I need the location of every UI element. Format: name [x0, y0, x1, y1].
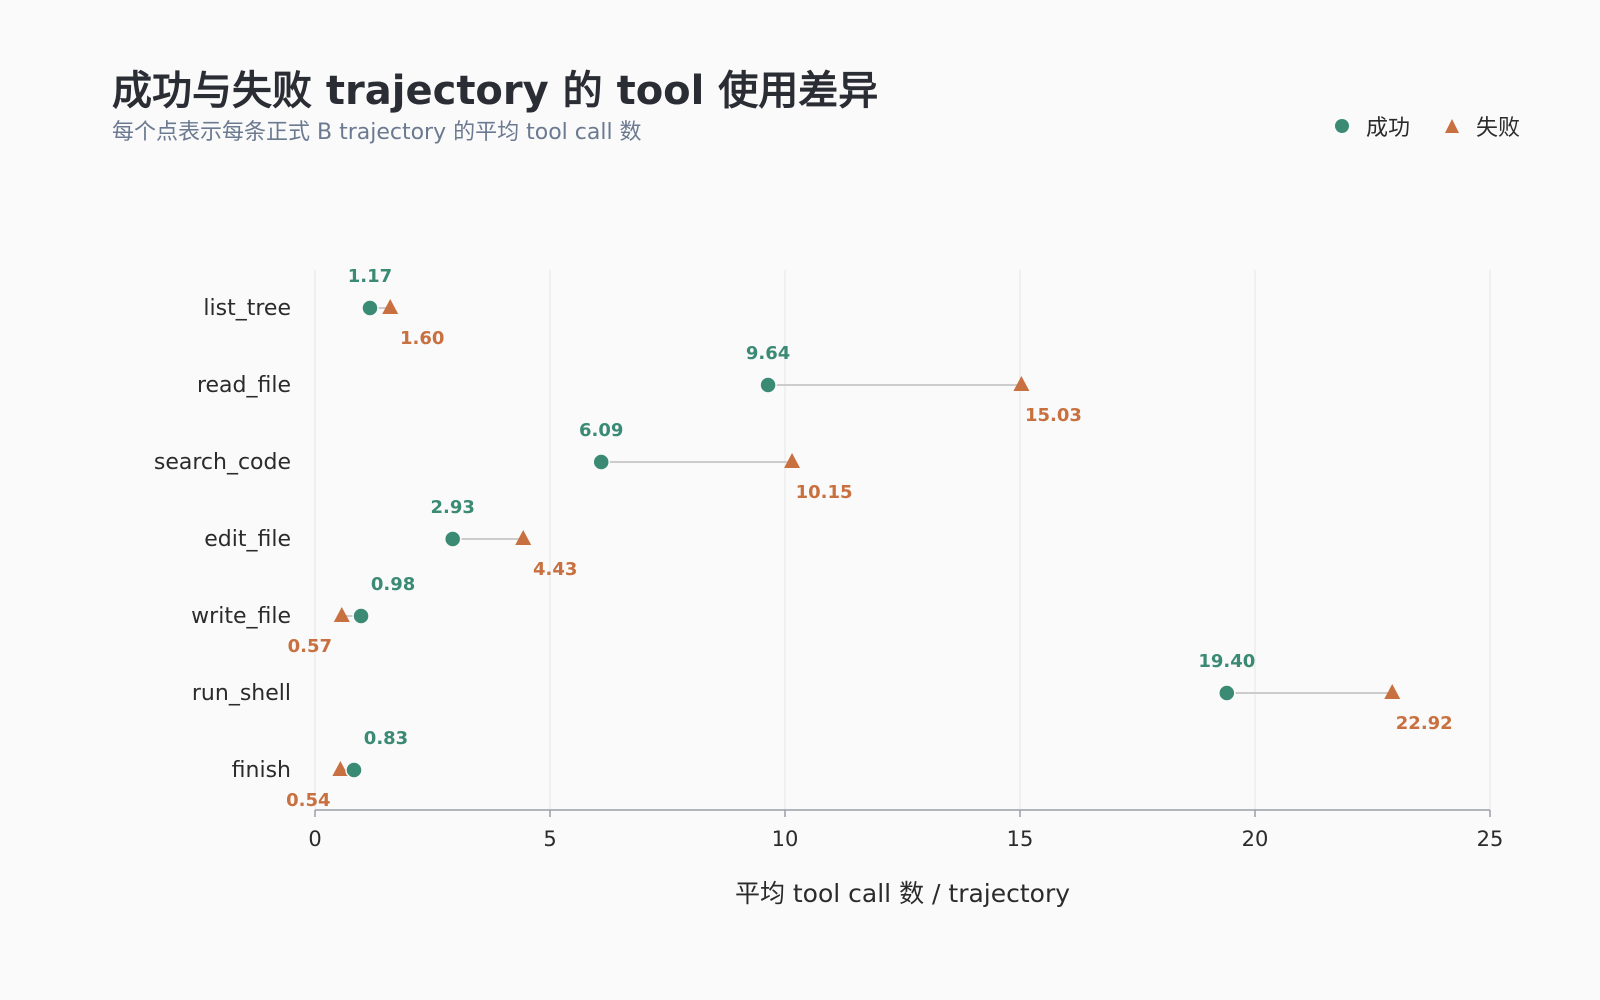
success-value-label: 0.83 — [364, 728, 408, 749]
category-label: write_file — [191, 604, 291, 629]
success-marker — [443, 530, 462, 548]
category-label: list_tree — [203, 296, 291, 321]
x-tick-label: 5 — [543, 827, 556, 851]
legend-item-success: 成功 — [1334, 110, 1410, 142]
x-tick-label: 0 — [308, 827, 321, 851]
legend-item-failure: 失败 — [1444, 110, 1520, 142]
legend-triangle-icon — [1444, 119, 1459, 133]
failure-value-label: 1.60 — [400, 328, 444, 349]
failure-marker — [784, 453, 801, 468]
failure-value-label: 4.43 — [533, 559, 577, 580]
success-marker — [1218, 684, 1236, 702]
success-marker — [352, 607, 370, 625]
failure-marker — [332, 761, 349, 776]
success-value-label: 0.98 — [371, 574, 415, 595]
x-tick-label: 15 — [1007, 827, 1034, 851]
failure-value-label: 22.92 — [1396, 713, 1453, 734]
x-tick-label: 10 — [772, 827, 799, 851]
category-label: run_shell — [192, 681, 291, 706]
failure-value-label: 0.57 — [288, 636, 332, 657]
failure-marker — [1013, 376, 1030, 391]
success-marker — [345, 761, 363, 779]
failure-marker — [515, 530, 532, 545]
failure-marker — [333, 607, 350, 622]
failure-marker — [382, 299, 399, 314]
failure-value-label: 15.03 — [1025, 405, 1082, 426]
success-value-label: 6.09 — [579, 420, 623, 441]
x-axis-title: 平均 tool call 数 / trajectory — [735, 879, 1070, 908]
legend-label-success: 成功 — [1365, 116, 1410, 141]
success-value-label: 19.40 — [1198, 651, 1255, 672]
x-tick-label: 20 — [1242, 827, 1269, 851]
category-label: finish — [232, 758, 291, 783]
success-value-label: 2.93 — [430, 497, 474, 518]
success-value-label: 9.64 — [746, 343, 790, 364]
success-marker — [592, 453, 610, 471]
category-label: read_file — [197, 373, 291, 398]
failure-value-label: 0.54 — [286, 790, 330, 811]
failure-value-label: 10.15 — [796, 482, 853, 503]
chart-subtitle: 每个点表示每条正式 B trajectory 的平均 tool call 数 — [112, 120, 642, 145]
legend-circle-icon — [1334, 119, 1349, 133]
category-label: search_code — [154, 450, 291, 475]
legend: 成功 失败 — [1334, 110, 1520, 142]
success-value-label: 1.17 — [348, 266, 392, 287]
x-tick-label: 25 — [1477, 827, 1504, 851]
success-marker — [361, 299, 379, 317]
success-marker — [759, 376, 777, 394]
legend-label-failure: 失败 — [1475, 116, 1520, 141]
category-label: edit_file — [204, 527, 291, 552]
chart-title: 成功与失败 trajectory 的 tool 使用差异 — [112, 68, 879, 114]
failure-marker — [1384, 684, 1401, 699]
